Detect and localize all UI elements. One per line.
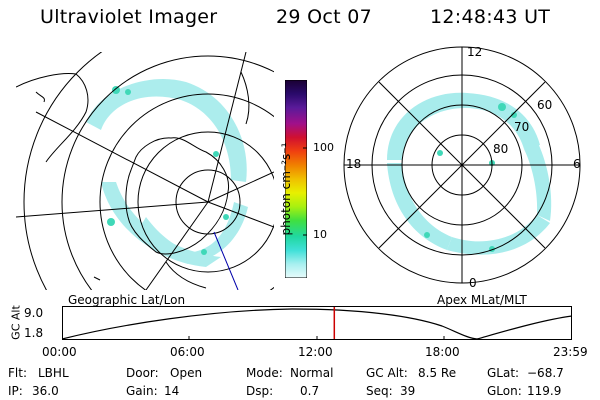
dsp-label: Dsp: bbox=[246, 384, 274, 398]
ip-label: IP: bbox=[8, 384, 23, 398]
altitude-y-min: 1.8 bbox=[24, 326, 44, 340]
geographic-map-panel bbox=[16, 52, 274, 290]
door-label: Door: bbox=[126, 366, 159, 380]
glon-value: 119.9 bbox=[527, 384, 562, 398]
altitude-y-max: 9.0 bbox=[24, 306, 44, 320]
colorbar bbox=[285, 80, 307, 278]
time-label: 12:48:43 UT bbox=[430, 6, 551, 28]
date-label: 29 Oct 07 bbox=[276, 6, 372, 28]
seq-label: Seq: bbox=[366, 384, 393, 398]
door-value: Open bbox=[170, 366, 203, 380]
mode-label: Mode: bbox=[246, 366, 283, 380]
left-panel-caption: Geographic Lat/Lon bbox=[68, 293, 186, 307]
glat-value: −68.7 bbox=[527, 366, 564, 380]
colorbar-tick-100: 100 bbox=[313, 141, 334, 154]
mlat-label-80: 80 bbox=[493, 142, 509, 156]
dsp-value: 0.7 bbox=[300, 384, 320, 398]
altitude-curve bbox=[62, 308, 572, 340]
gcalt-value: 8.5 Re bbox=[418, 366, 457, 380]
flt-value: LBHL bbox=[38, 366, 69, 380]
altitude-ylabel: GC Alt bbox=[9, 305, 23, 340]
mlt-label-0: 0 bbox=[469, 276, 477, 290]
x-label-1800: 18:00 bbox=[425, 345, 460, 359]
mlt-label-6: 6 bbox=[573, 157, 581, 171]
flt-label: Flt: bbox=[8, 366, 27, 380]
terminator-line bbox=[213, 231, 239, 290]
x-label-2359: 23:59 bbox=[553, 345, 588, 359]
colorbar-tick-10: 10 bbox=[313, 228, 327, 241]
x-label-0000: 00:00 bbox=[42, 345, 77, 359]
gain-value: 14 bbox=[164, 384, 180, 398]
mlt-spokes bbox=[344, 47, 580, 283]
altitude-plot bbox=[62, 306, 572, 340]
mlat-label-70: 70 bbox=[514, 120, 530, 134]
gain-label: Gain: bbox=[126, 384, 158, 398]
right-panel-caption: Apex MLat/MLT bbox=[437, 293, 527, 307]
mlt-label-12: 12 bbox=[467, 45, 483, 59]
auroral-bright-spots-left bbox=[107, 86, 229, 255]
auroral-emission-right bbox=[387, 92, 552, 255]
ip-value: 36.0 bbox=[32, 384, 59, 398]
colorbar-unit-label: photon cm⁻²s⁻¹ bbox=[279, 142, 293, 236]
mode-value: Normal bbox=[290, 366, 334, 380]
instrument-title: Ultraviolet Imager bbox=[40, 6, 218, 28]
x-label-0600: 06:00 bbox=[170, 345, 205, 359]
gcalt-label: GC Alt: bbox=[366, 366, 408, 380]
coastlines bbox=[16, 71, 250, 289]
longitude-lines bbox=[16, 52, 274, 290]
altitude-x-ticks bbox=[188, 336, 445, 340]
x-label-1200: 12:00 bbox=[298, 345, 333, 359]
auroral-emission-left bbox=[86, 78, 248, 267]
glat-label: GLat: bbox=[487, 366, 520, 380]
glon-label: GLon: bbox=[487, 384, 522, 398]
mlat-label-60: 60 bbox=[537, 98, 553, 112]
mlat-mlt-polar-panel bbox=[343, 46, 581, 284]
mlt-label-18: 18 bbox=[346, 157, 362, 171]
seq-value: 39 bbox=[400, 384, 416, 398]
